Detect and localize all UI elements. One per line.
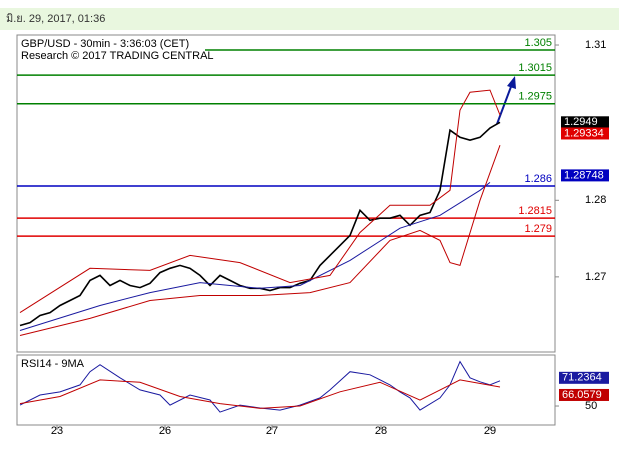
level-label: 1.2815: [518, 205, 552, 217]
rsi-title: RSI14 - 9MA: [21, 358, 85, 370]
x-tick-label: 26: [159, 425, 171, 437]
y-tick-label: 1.31: [585, 39, 606, 51]
price-box: [561, 116, 609, 129]
level-label: 1.305: [524, 37, 552, 49]
x-tick-label: 29: [484, 425, 496, 437]
value-box-label: 71.2364: [562, 372, 602, 384]
x-tick-label: 28: [375, 425, 387, 437]
value-box: [559, 388, 609, 401]
price-box-label: 1.29334: [564, 127, 604, 139]
main-panel: [16, 34, 556, 353]
level-label: 1.3015: [518, 62, 552, 74]
series-line: [19, 379, 501, 409]
x-tick-label: 23: [51, 425, 63, 437]
chart-title: GBP/USD - 30min - 3:36:03 (CET): [21, 38, 189, 50]
y-tick-label: 1.27: [585, 271, 606, 283]
price-box: [561, 127, 609, 140]
y-tick-label: 50: [585, 400, 597, 412]
value-box-label: 66.0579: [562, 389, 602, 401]
series-line: [19, 89, 501, 314]
chart-subtitle: Research © 2017 TRADING CENTRAL: [21, 50, 214, 62]
y-tick-label: 1.28: [585, 194, 606, 206]
timestamp: มิ.ย. 29, 2017, 01:36: [6, 13, 105, 25]
price-box-label: 1.28748: [564, 169, 604, 181]
series-line: [19, 145, 501, 336]
rsi-panel: [16, 354, 556, 426]
level-label: 1.2975: [518, 91, 552, 103]
series-line: [19, 360, 501, 413]
price-box-label: 1.2949: [564, 116, 598, 128]
header-bar: [0, 8, 619, 30]
forecast-arrow-head: [507, 76, 516, 89]
value-box: [559, 371, 609, 384]
series-line: [19, 182, 491, 331]
level-label: 1.279: [524, 223, 552, 235]
x-tick-label: 27: [266, 425, 278, 437]
price-box: [561, 169, 609, 182]
level-label: 1.286: [524, 173, 552, 185]
